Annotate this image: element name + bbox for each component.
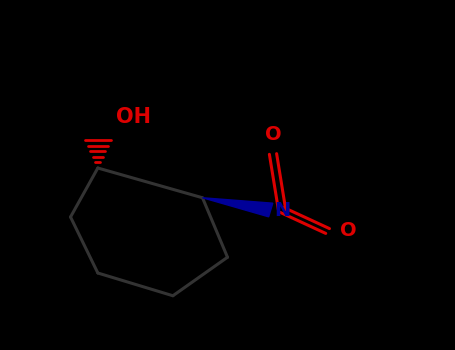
Text: OH: OH [116, 107, 151, 127]
Text: O: O [340, 222, 356, 240]
Text: N: N [274, 201, 290, 219]
Text: O: O [265, 125, 281, 144]
Polygon shape [202, 198, 273, 217]
